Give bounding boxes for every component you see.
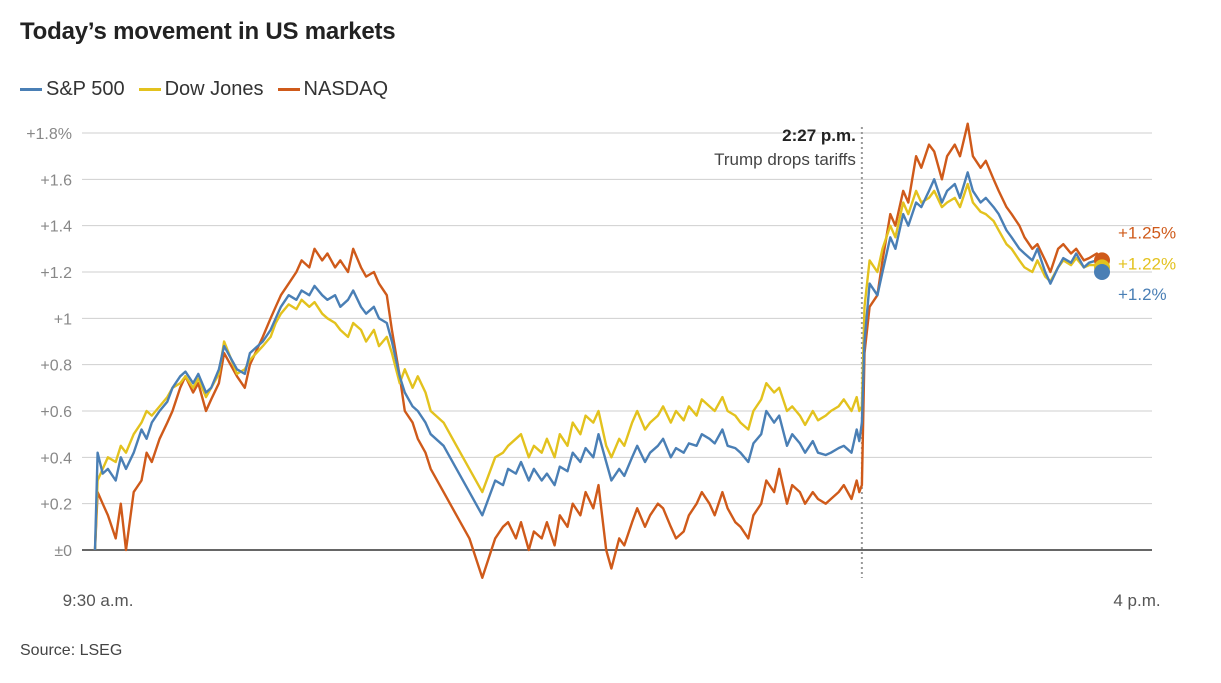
legend-swatch-dow-jones <box>138 88 161 91</box>
series-line-nasdaq <box>93 122 1103 579</box>
y-tick-label-4: +0.8 <box>40 358 72 375</box>
y-tick-label-9: +1.8% <box>26 126 72 143</box>
chart-title: Today’s movement in US markets <box>20 18 396 45</box>
end-label-dow-jones: +1.22% <box>1118 254 1176 273</box>
end-label-nasdaq: +1.25% <box>1118 223 1176 242</box>
y-tick-label-7: +1.4 <box>40 219 72 236</box>
end-point-s-p-500 <box>1094 264 1110 280</box>
series-line-s-p-500 <box>93 171 1104 551</box>
legend-swatch-sp500 <box>20 88 42 91</box>
end-label-s-p-500: +1.2% <box>1118 285 1167 304</box>
legend-label-sp500: S&P 500 <box>46 78 125 100</box>
source-note: Source: LSEG <box>20 642 123 659</box>
x-axis-start-label: 9:30 a.m. <box>63 591 134 610</box>
legend-item-sp500: S&P 500 <box>20 78 125 101</box>
y-tick-label-8: +1.6 <box>40 172 72 189</box>
x-axis-end-label: 4 p.m. <box>1113 591 1160 610</box>
legend: S&P 500 Dow Jones NASDAQ <box>20 78 388 101</box>
legend-item-nasdaq: NASDAQ <box>277 78 388 101</box>
legend-swatch-nasdaq <box>277 88 300 91</box>
y-tick-label-1: +0.2 <box>40 497 72 514</box>
annotation-text: Trump drops tariffs <box>714 150 856 169</box>
legend-label-nasdaq: NASDAQ <box>303 78 388 100</box>
y-tick-label-5: +1 <box>54 311 72 328</box>
series-line-dow-jones <box>93 182 1103 551</box>
legend-item-dow-jones: Dow Jones <box>138 78 264 101</box>
legend-label-dow-jones: Dow Jones <box>164 78 264 100</box>
y-tick-label-6: +1.2 <box>40 265 72 282</box>
y-tick-label-3: +0.6 <box>40 404 72 421</box>
y-tick-label-0: ±0 <box>54 543 72 560</box>
y-tick-label-2: +0.4 <box>40 450 72 467</box>
annotation-time: 2:27 p.m. <box>782 126 856 145</box>
